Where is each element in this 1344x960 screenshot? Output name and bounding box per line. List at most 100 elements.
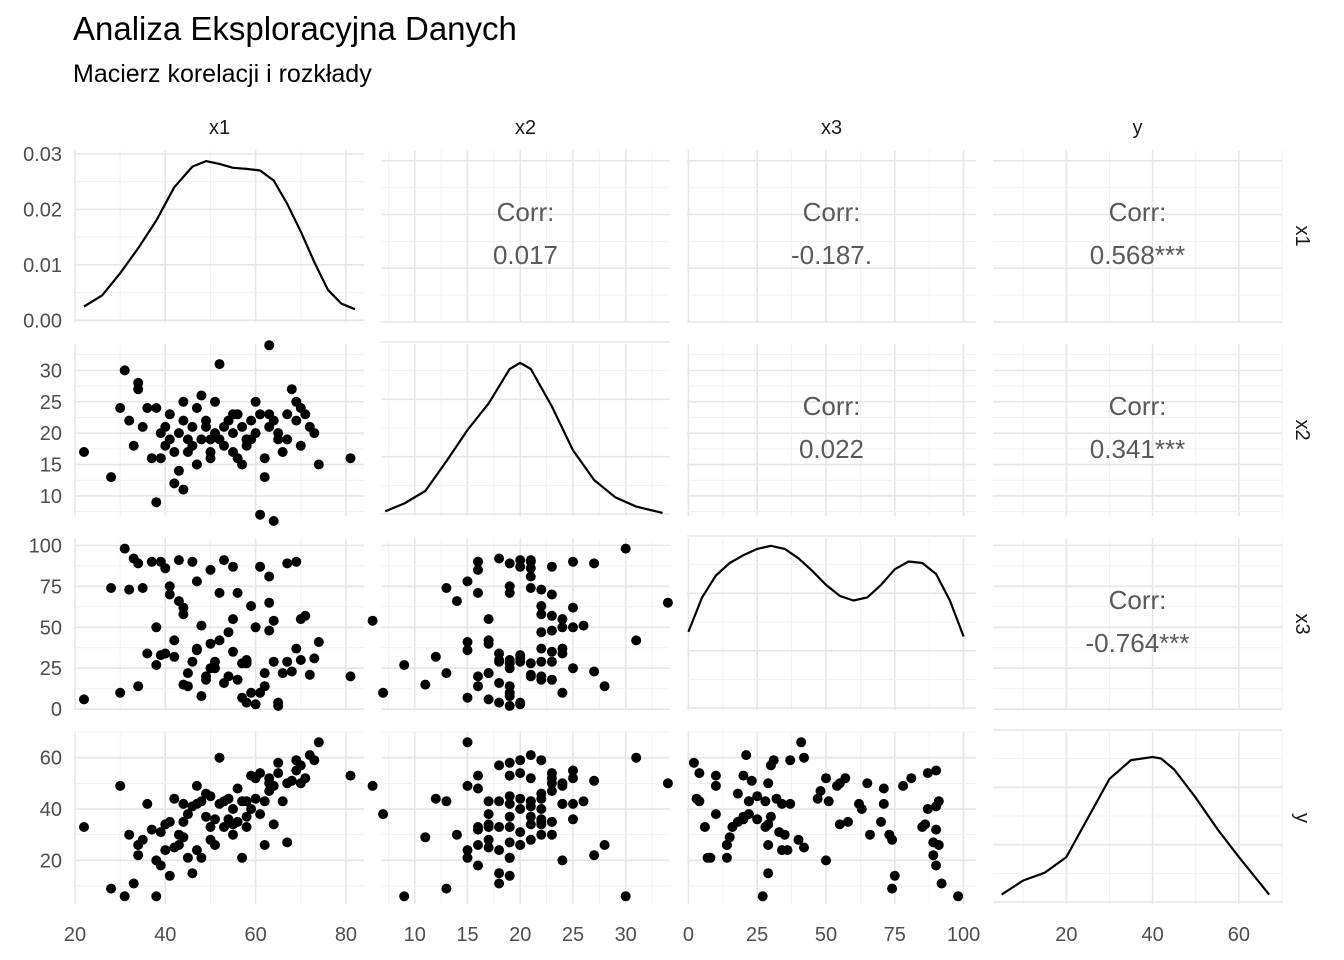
point-x2-x1	[155, 453, 166, 464]
point-x2-x1	[151, 403, 162, 413]
point-x2-x1	[282, 409, 293, 420]
point-y-x2	[557, 798, 568, 809]
point-y-x2	[473, 860, 483, 871]
point-y-x1	[255, 768, 266, 779]
point-x3-x1	[259, 681, 270, 692]
point-y-x3	[887, 883, 898, 894]
point-y-x2	[536, 755, 547, 766]
point-x3-x2	[494, 697, 505, 708]
point-y-x3	[743, 796, 754, 807]
point-y-x3	[878, 798, 889, 809]
point-y-x3	[721, 852, 732, 863]
corr-label-x1-x2: Corr:	[497, 197, 555, 227]
point-y-x2	[525, 811, 536, 822]
point-y-x3	[865, 829, 875, 840]
point-y-x2	[441, 796, 452, 807]
point-y-x2	[494, 822, 505, 832]
point-y-x3	[878, 783, 889, 794]
point-x3-x1	[219, 555, 229, 566]
strip-row-y: y	[1291, 813, 1313, 823]
point-y-x3	[823, 796, 834, 807]
point-y-x3	[928, 850, 939, 861]
point-x3-x1	[79, 694, 89, 705]
point-x2-x1	[187, 440, 198, 451]
point-x3-x2	[525, 571, 536, 582]
corr-value-x1-x2: 0.017	[493, 240, 558, 270]
point-y-x3	[710, 770, 721, 781]
point-x3-x1	[309, 653, 320, 664]
point-y-x1	[164, 816, 175, 827]
point-x3-x2	[525, 658, 536, 669]
y-tick-x3: 75	[40, 576, 62, 598]
strip-row-x2: x2	[1291, 419, 1313, 440]
x-tick-x3: 50	[815, 924, 837, 946]
point-y-x2	[536, 793, 547, 804]
corr-label-x1-x3: Corr:	[803, 197, 861, 227]
point-y-x2	[378, 809, 389, 820]
point-y-x2	[515, 755, 526, 766]
point-y-x2	[525, 796, 536, 807]
point-y-x3	[953, 891, 964, 902]
point-x3-x2	[504, 687, 515, 698]
x-tick-y: 60	[1228, 924, 1250, 946]
point-x3-x1	[201, 671, 211, 682]
x-tick-x2: 20	[509, 924, 531, 946]
point-y-x2	[494, 845, 505, 856]
point-x3-x1	[264, 597, 275, 608]
point-y-x3	[741, 750, 752, 761]
point-x2-x1	[273, 428, 284, 439]
density-curve-x2	[384, 361, 663, 514]
point-y-x3	[721, 840, 732, 850]
panel-y-y	[993, 729, 1283, 904]
point-x2-x1	[187, 421, 198, 432]
point-x3-x2	[473, 556, 483, 567]
point-y-x1	[160, 845, 171, 856]
point-y-x1	[119, 891, 130, 902]
point-x2-x1	[178, 396, 189, 407]
panel-x2-y: Corr: 0.341***	[993, 344, 1283, 516]
point-x2-x1	[205, 453, 216, 464]
point-y-x1	[196, 796, 207, 807]
point-y-x2	[504, 798, 515, 809]
point-y-x3	[765, 811, 776, 822]
point-x2-x1	[146, 453, 157, 464]
point-y-x3	[933, 796, 944, 807]
panel-y-x3	[687, 731, 976, 904]
point-x3-x2	[568, 556, 578, 567]
point-x3-x2	[515, 561, 526, 572]
point-y-x3	[752, 814, 763, 825]
point-y-x2	[536, 804, 547, 814]
point-x3-x2	[568, 602, 578, 613]
point-x3-x1	[133, 681, 144, 692]
x-tick-x1: 80	[335, 924, 357, 946]
point-y-x3	[699, 822, 710, 832]
point-x3-x1	[133, 558, 144, 569]
point-y-x2	[525, 750, 536, 761]
point-x2-x1	[277, 447, 288, 457]
point-x2-x1	[286, 384, 297, 395]
point-x3-x1	[223, 671, 234, 682]
point-y-x3	[922, 804, 933, 814]
point-x2-x1	[164, 434, 175, 445]
panel-x2-x1	[74, 340, 364, 526]
point-x2-x1	[124, 415, 135, 426]
point-x3-x1	[223, 627, 234, 638]
point-x3-x1	[241, 697, 252, 708]
point-x2-x1	[250, 428, 261, 439]
point-x3-x1	[300, 610, 311, 621]
y-tick-y: 60	[40, 748, 62, 770]
point-x3-x2	[494, 655, 505, 665]
point-x2-x1	[237, 459, 248, 470]
point-y-x3	[821, 773, 831, 784]
point-x2-x1	[228, 428, 238, 439]
point-y-x2	[546, 829, 557, 840]
point-x3-x1	[282, 656, 293, 667]
panel-x3-x3	[687, 535, 976, 710]
point-y-x1	[210, 840, 220, 850]
point-y-x2	[504, 852, 515, 863]
point-x3-x2	[483, 668, 494, 679]
point-x3-x1	[232, 674, 243, 685]
point-y-x2	[483, 842, 494, 853]
point-y-x1	[79, 822, 89, 832]
point-x3-x1	[345, 671, 356, 682]
